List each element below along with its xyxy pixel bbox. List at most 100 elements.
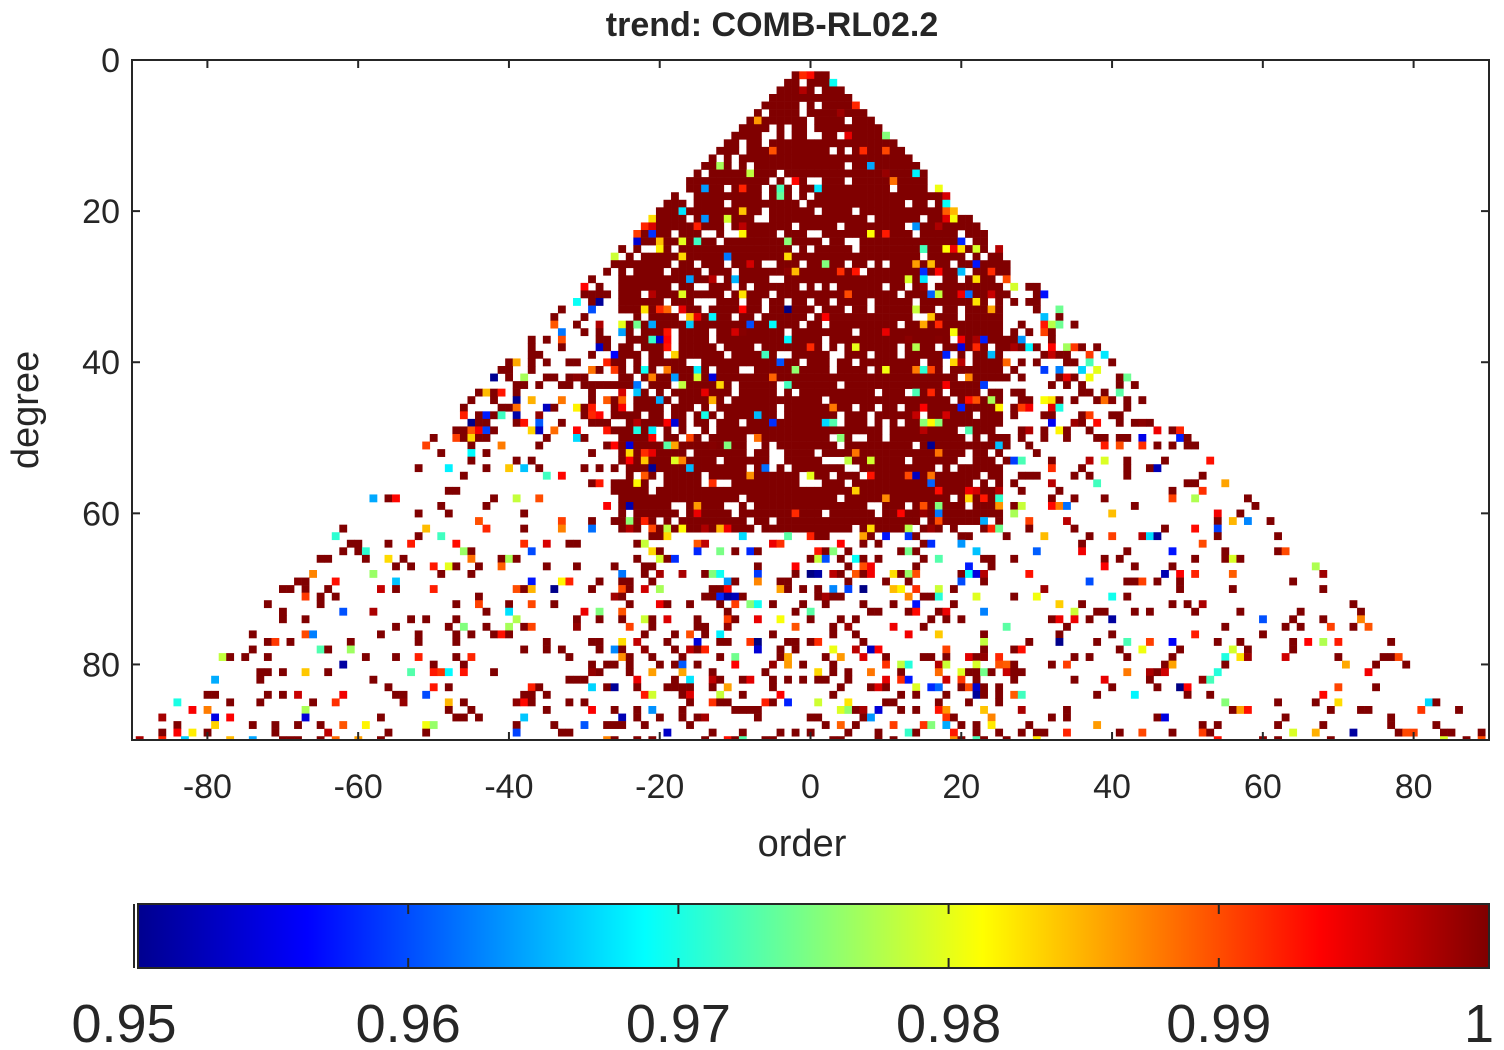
heatmap-cell (836, 313, 845, 321)
heatmap-cell (889, 305, 898, 314)
heatmap-cell (867, 230, 875, 238)
heatmap-cell (912, 532, 921, 541)
heatmap-cell (874, 524, 883, 533)
heatmap-cell (580, 328, 589, 337)
heatmap-cell (753, 290, 762, 299)
heatmap-cell (949, 434, 958, 442)
heatmap-cell (821, 554, 830, 563)
heatmap-cell (1357, 607, 1365, 616)
heatmap-cell (776, 434, 785, 442)
heatmap-cell (784, 237, 792, 246)
heatmap-cell (784, 577, 792, 586)
heatmap-cell (1228, 585, 1237, 593)
heatmap-cell (844, 230, 853, 238)
heatmap-cell (949, 411, 958, 420)
heatmap-cell (437, 570, 446, 578)
heatmap-cell (678, 426, 687, 435)
heatmap-cell (1025, 298, 1034, 306)
heatmap-cell (799, 267, 808, 276)
heatmap-cell (776, 131, 785, 140)
heatmap-cell (829, 517, 838, 525)
heatmap-cell (1236, 653, 1245, 661)
heatmap-cell (821, 524, 830, 533)
heatmap-cell (655, 320, 664, 329)
heatmap-cell (912, 434, 921, 442)
heatmap-cell (444, 698, 453, 707)
heatmap-cell (784, 207, 792, 216)
heatmap-cell (957, 260, 966, 269)
heatmap-cell (821, 721, 830, 729)
heatmap-cell (844, 267, 853, 276)
heatmap-cell (934, 441, 943, 450)
heatmap-cell (746, 275, 755, 284)
heatmap-cell (497, 366, 506, 374)
heatmap-cell (912, 690, 921, 699)
heatmap-cell (814, 381, 823, 389)
heatmap-cell (392, 585, 400, 593)
heatmap-cell (618, 411, 627, 420)
heatmap-cell (1191, 479, 1200, 488)
heatmap-cell (723, 388, 732, 397)
heatmap-cell (904, 177, 913, 185)
heatmap-cell (701, 509, 710, 518)
heatmap-cell (806, 456, 815, 465)
heatmap-cell (527, 358, 536, 367)
heatmap-cell (957, 358, 966, 367)
heatmap-cell (693, 622, 702, 631)
heatmap-cell (1070, 418, 1079, 427)
heatmap-cell (829, 252, 838, 261)
heatmap-cell (482, 524, 491, 533)
heatmap-cell (550, 403, 559, 412)
heatmap-cell (867, 139, 875, 148)
heatmap-cell (693, 509, 702, 518)
heatmap-cell (256, 675, 265, 684)
heatmap-cell (806, 328, 815, 337)
heatmap-cell (211, 713, 219, 722)
heatmap-cell (995, 479, 1004, 488)
heatmap-cell (738, 124, 747, 133)
heatmap-cell (904, 305, 913, 314)
heatmap-cell (791, 343, 800, 352)
heatmap-cell (889, 366, 898, 374)
heatmap-cell (701, 570, 710, 578)
heatmap-cell (1266, 517, 1275, 525)
heatmap-cell (867, 154, 875, 163)
heatmap-cell (339, 721, 348, 729)
heatmap-cell (836, 162, 845, 170)
heatmap-cell (648, 547, 657, 556)
heatmap-cell (738, 320, 747, 329)
heatmap-cell (1017, 335, 1026, 344)
heatmap-cell (784, 184, 792, 193)
heatmap-cell (723, 313, 732, 321)
heatmap-cell (625, 585, 634, 593)
heatmap-cell (708, 668, 717, 677)
heatmap-cell (836, 214, 845, 223)
heatmap-cell (633, 554, 642, 563)
heatmap-cell (625, 381, 634, 389)
heatmap-cell (753, 509, 762, 518)
heatmap-cell (897, 230, 906, 238)
heatmap-cell (874, 162, 883, 170)
heatmap-cell (784, 78, 792, 87)
heatmap-cell (867, 245, 875, 253)
heatmap-cell (678, 214, 687, 223)
heatmap-cell (972, 660, 981, 669)
heatmap-cell (942, 509, 951, 518)
heatmap-cell (912, 547, 921, 556)
heatmap-cell (648, 396, 657, 405)
heatmap-cell (844, 184, 853, 193)
heatmap-cell (686, 366, 694, 374)
heatmap-cell (648, 313, 657, 321)
heatmap-cell (806, 335, 815, 344)
heatmap-cell (882, 290, 890, 299)
heatmap-cell (965, 426, 973, 435)
heatmap-cell (957, 335, 966, 344)
heatmap-cell (942, 290, 951, 299)
heatmap-cell (919, 305, 928, 314)
heatmap-cell (708, 471, 717, 480)
heatmap-cell (987, 260, 996, 269)
heatmap-cell (897, 396, 906, 405)
heatmap-cell (799, 509, 808, 518)
heatmap-cell (1191, 554, 1200, 563)
y-tick-label: 40 (82, 344, 120, 382)
